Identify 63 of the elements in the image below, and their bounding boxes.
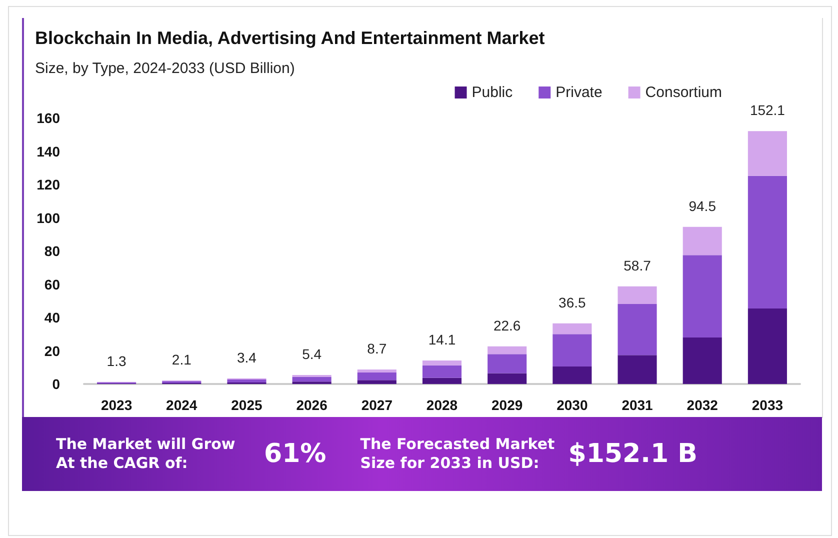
bar — [488, 373, 527, 384]
legend-label: Private — [556, 84, 602, 101]
legend-label: Public — [472, 84, 514, 101]
bar — [357, 372, 396, 380]
bar — [682, 337, 722, 384]
bar — [748, 131, 787, 176]
x-tick-label: 2033 — [752, 397, 784, 413]
bar — [618, 355, 657, 384]
bar — [292, 376, 332, 382]
bar — [748, 308, 787, 384]
x-tick-label: 2028 — [426, 397, 458, 413]
bar — [488, 346, 527, 354]
bar — [422, 360, 462, 366]
total-label: 36.5 — [558, 294, 586, 310]
bar — [552, 366, 592, 384]
bar — [488, 354, 527, 374]
bar — [682, 226, 722, 256]
chart-title: Blockchain In Media, Advertising And Entertainment Market — [35, 28, 545, 48]
total-label: 3.4 — [236, 349, 257, 366]
total-label: 22.6 — [493, 317, 521, 334]
x-tick-label: 2025 — [231, 397, 263, 413]
bar — [422, 378, 462, 384]
y-tick-label: 20 — [44, 342, 60, 359]
x-tick-label: 2023 — [100, 397, 132, 413]
bar — [618, 304, 657, 356]
bar — [618, 286, 657, 304]
bar — [422, 365, 462, 378]
bar — [552, 334, 592, 367]
text: $152.1 B — [568, 439, 698, 469]
bar — [682, 255, 722, 338]
chart-subtitle: Size, by Type, 2024-2033 (USD Billion) — [35, 60, 295, 77]
total-label: 14.1 — [428, 332, 456, 348]
y-tick-label: 80 — [44, 243, 60, 259]
legend-label: Consortium — [645, 84, 722, 101]
bar — [357, 380, 396, 384]
bar — [748, 176, 787, 309]
text: The Market will Grow At the CAGR of: — [56, 435, 236, 473]
y-tick-label: 140 — [36, 143, 60, 160]
bar — [227, 380, 266, 383]
bar — [357, 370, 396, 373]
x-tick-label: 2024 — [166, 397, 198, 413]
text: The Forecasted Market Size for 2033 in USD: — [360, 435, 556, 473]
total-label: 5.4 — [302, 346, 322, 362]
y-tick-label: 60 — [44, 276, 60, 292]
total-label: 58.7 — [624, 257, 652, 274]
x-tick-label: 2027 — [361, 397, 393, 413]
y-tick-label: 120 — [36, 176, 60, 192]
y-tick-label: 0 — [52, 376, 60, 392]
total-label: 152.1 — [750, 102, 786, 118]
y-tick-label: 160 — [36, 110, 60, 126]
total-label: 1.3 — [106, 352, 126, 369]
total-label: 2.1 — [172, 352, 192, 368]
total-label: 94.5 — [688, 198, 716, 214]
bar — [552, 323, 592, 334]
y-tick-label: 40 — [44, 310, 60, 326]
text: 61% — [264, 439, 326, 469]
x-tick-label: 2026 — [296, 397, 328, 413]
x-tick-label: 2029 — [492, 397, 523, 413]
y-tick-label: 100 — [36, 210, 60, 226]
x-tick-label: 2030 — [556, 397, 588, 413]
x-tick-label: 2031 — [622, 397, 654, 413]
total-label: 8.7 — [367, 340, 387, 357]
x-tick-label: 2032 — [686, 397, 718, 413]
